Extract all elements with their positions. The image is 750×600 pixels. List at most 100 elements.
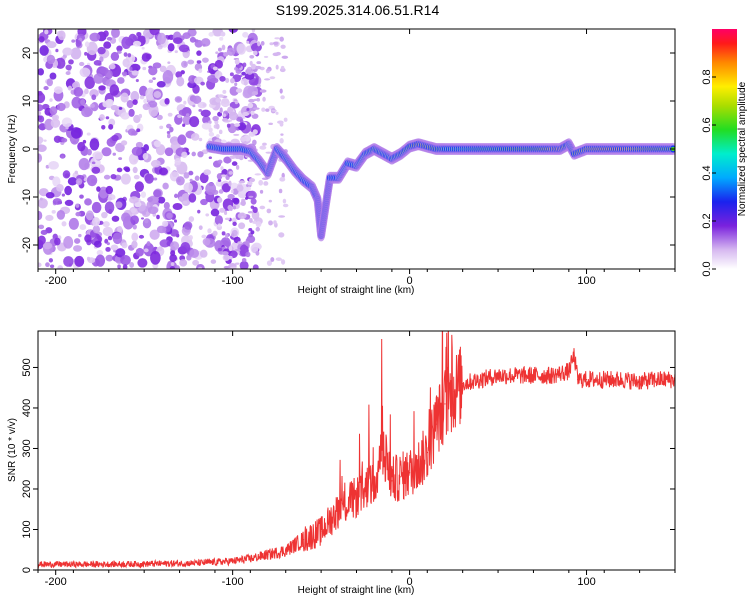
noise-blob [93, 240, 102, 248]
snr-ytick-label: 200 [21, 480, 33, 498]
noise-blob [117, 225, 123, 233]
snr-ytick-label: 100 [21, 520, 33, 538]
noise-blob [181, 60, 188, 68]
noise-blob [130, 90, 140, 102]
noise-blob [64, 199, 74, 207]
noise-blob [173, 193, 178, 199]
noise-blob [205, 213, 210, 217]
noise-blob [250, 198, 257, 205]
noise-blob [121, 36, 132, 50]
noise-blob [247, 190, 257, 200]
noise-blob [73, 245, 83, 252]
noise-blob [156, 81, 166, 88]
noise-blob [223, 156, 232, 164]
noise-blob [38, 68, 44, 76]
noise-blob [121, 71, 128, 77]
noise-blob [250, 230, 255, 235]
noise-blob [143, 242, 155, 257]
noise-blob [46, 41, 57, 49]
spectrogram-xlabel: Height of straight line (km) [298, 285, 415, 296]
noise-blob [260, 41, 265, 46]
noise-blob [216, 173, 223, 180]
noise-blob [244, 72, 255, 80]
noise-blob [65, 71, 71, 76]
noise-blob [232, 221, 237, 226]
noise-blob [52, 176, 61, 187]
noise-blob [144, 173, 154, 184]
noise-blob [121, 242, 128, 249]
noise-blob [187, 59, 195, 65]
noise-blob [133, 174, 140, 180]
noise-blob [246, 186, 251, 191]
noise-blob [143, 144, 150, 152]
noise-blob [236, 184, 244, 192]
noise-blob [201, 234, 207, 239]
noise-blob [279, 88, 283, 94]
noise-blob [38, 36, 45, 43]
noise-blob [228, 111, 238, 121]
noise-blob [258, 179, 264, 186]
noise-blob [214, 59, 223, 69]
noise-blob [109, 63, 116, 70]
noise-blob [79, 61, 85, 67]
noise-blob [91, 166, 101, 174]
noise-blob [131, 232, 139, 242]
noise-blob [46, 54, 56, 65]
noise-blob [223, 211, 228, 215]
noise-blob [240, 212, 245, 217]
noise-blob [89, 32, 101, 42]
noise-blob [156, 214, 160, 220]
snr-xlabel: Height of straight line (km) [298, 585, 415, 596]
noise-blob [81, 107, 93, 118]
noise-blob [99, 114, 105, 121]
noise-blob [221, 231, 226, 236]
noise-blob [79, 194, 84, 199]
noise-blob [198, 266, 203, 269]
snr-point [196, 562, 198, 564]
noise-blob [86, 148, 92, 156]
noise-blob [202, 237, 211, 246]
noise-blob [235, 88, 243, 93]
noise-blob [150, 159, 161, 168]
noise-blob [104, 201, 115, 214]
noise-blob [135, 247, 144, 257]
noise-blob [163, 201, 170, 210]
noise-blob [207, 228, 212, 234]
noise-blob [172, 37, 183, 45]
noise-blob [70, 127, 82, 139]
noise-blob [251, 63, 257, 70]
noise-blob [38, 224, 45, 230]
noise-blob [243, 80, 248, 86]
noise-blob [132, 166, 138, 174]
noise-blob [268, 199, 272, 203]
noise-blob [177, 114, 182, 119]
noise-blob [266, 208, 272, 214]
noise-blob [219, 207, 226, 213]
noise-blob [179, 259, 188, 267]
noise-blob [162, 220, 169, 227]
noise-blob [75, 211, 81, 217]
noise-blob [219, 107, 223, 114]
colorbar-gradient [712, 29, 737, 269]
noise-blob [222, 113, 227, 118]
noise-blob [217, 47, 222, 52]
noise-blob [38, 144, 47, 152]
noise-blob [68, 217, 79, 230]
noise-blob [38, 123, 47, 131]
noise-blob [150, 251, 161, 265]
noise-blob [188, 216, 195, 223]
noise-blob [86, 174, 98, 187]
noise-blob [38, 136, 44, 144]
noise-blob [93, 59, 102, 66]
noise-blob [263, 78, 271, 81]
noise-blob [89, 138, 100, 151]
noise-blob [265, 151, 272, 154]
noise-blob [183, 221, 193, 230]
noise-blob [174, 50, 178, 54]
noise-blob [246, 66, 254, 75]
noise-blob [132, 224, 137, 230]
noise-blob [131, 240, 138, 249]
noise-blob [91, 201, 102, 214]
noise-blob [233, 133, 240, 136]
